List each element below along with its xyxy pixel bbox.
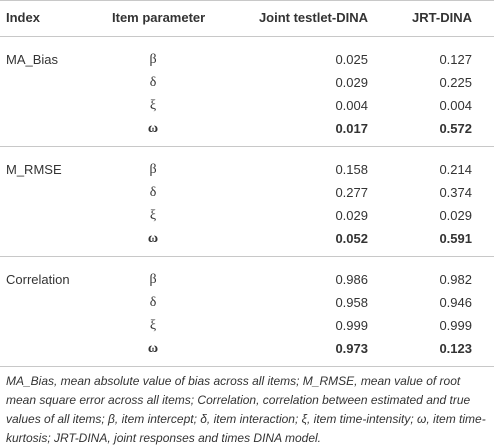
- index-cell: MA_Bias: [6, 52, 59, 67]
- value-cell: 0.158: [335, 162, 368, 177]
- value-cell: 0.004: [439, 98, 472, 113]
- value-cell: 0.572: [439, 121, 472, 136]
- param-cell: ξ: [149, 208, 157, 223]
- group-rule: [0, 366, 494, 367]
- group-rule: [0, 146, 494, 147]
- param-cell: δ: [149, 75, 157, 90]
- group-rule: [0, 256, 494, 257]
- value-cell: 0.052: [335, 231, 368, 246]
- value-cell: 0.591: [439, 231, 472, 246]
- value-cell: 0.225: [439, 75, 472, 90]
- value-cell: 0.214: [439, 162, 472, 177]
- value-cell: 0.025: [335, 52, 368, 67]
- header-rule: [0, 36, 494, 37]
- value-cell: 0.029: [439, 208, 472, 223]
- param-cell: δ: [149, 185, 157, 200]
- value-cell: 0.017: [335, 121, 368, 136]
- value-cell: 0.029: [335, 75, 368, 90]
- header-cell: Index: [6, 10, 40, 25]
- value-cell: 0.999: [439, 318, 472, 333]
- value-cell: 0.982: [439, 272, 472, 287]
- param-cell: ω: [147, 231, 159, 246]
- param-cell: ω: [147, 341, 159, 356]
- footnote: MA_Bias, mean absolute value of bias acr…: [6, 374, 486, 445]
- top-rule: [0, 0, 494, 1]
- param-cell: β: [149, 162, 157, 177]
- value-cell: 0.029: [335, 208, 368, 223]
- param-cell: δ: [149, 295, 157, 310]
- value-cell: 0.986: [335, 272, 368, 287]
- value-cell: 0.123: [439, 341, 472, 356]
- value-cell: 0.973: [335, 341, 368, 356]
- param-cell: β: [149, 52, 157, 67]
- value-cell: 0.277: [335, 185, 368, 200]
- value-cell: 0.999: [335, 318, 368, 333]
- header-cell: JRT-DINA: [412, 10, 472, 25]
- index-cell: Correlation: [6, 272, 70, 287]
- param-cell: ξ: [149, 318, 157, 333]
- value-cell: 0.958: [335, 295, 368, 310]
- param-cell: β: [149, 272, 157, 287]
- param-cell: ξ: [149, 98, 157, 113]
- value-cell: 0.127: [439, 52, 472, 67]
- header-cell: Item parameter: [112, 10, 206, 25]
- param-cell: ω: [147, 121, 159, 136]
- value-cell: 0.374: [439, 185, 472, 200]
- header-cell: Joint testlet-DINA: [258, 10, 368, 25]
- value-cell: 0.004: [335, 98, 368, 113]
- index-cell: M_RMSE: [6, 162, 62, 177]
- value-cell: 0.946: [439, 295, 472, 310]
